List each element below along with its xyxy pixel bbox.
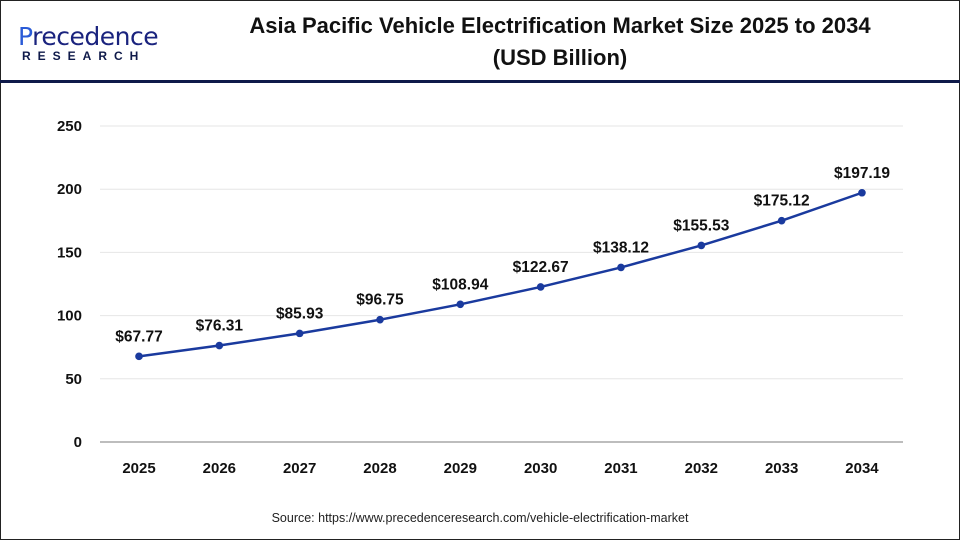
data-point xyxy=(376,315,384,324)
y-tick-label: 0 xyxy=(74,434,82,451)
title-line-1: Asia Pacific Vehicle Electrification Mar… xyxy=(249,13,871,38)
data-label: $155.53 xyxy=(673,217,729,234)
y-tick-label: 200 xyxy=(57,181,82,198)
header-divider xyxy=(0,80,960,83)
x-tick-label: 2027 xyxy=(283,460,316,477)
data-point xyxy=(617,263,625,272)
data-label: $108.94 xyxy=(432,276,488,293)
logo-subtitle: RESEARCH xyxy=(22,49,146,63)
y-tick-label: 50 xyxy=(65,371,82,388)
series-line xyxy=(138,191,863,358)
logo-initial: P xyxy=(18,22,33,51)
data-point xyxy=(777,216,786,225)
data-point xyxy=(697,241,706,250)
x-tick-label: 2029 xyxy=(444,460,477,477)
data-point xyxy=(536,283,545,291)
data-point xyxy=(858,188,866,197)
data-point xyxy=(456,300,465,309)
x-tick-label: 2030 xyxy=(524,460,557,477)
chart-title: Asia Pacific Vehicle Electrification Mar… xyxy=(190,10,930,74)
data-point xyxy=(215,341,224,350)
data-point xyxy=(295,329,304,338)
x-tick-label: 2028 xyxy=(363,460,396,477)
data-label: $85.93 xyxy=(276,305,324,322)
x-tick-label: 2031 xyxy=(604,460,637,477)
source-note: Source: https://www.precedenceresearch.c… xyxy=(271,511,689,525)
data-label: $138.12 xyxy=(593,239,649,256)
precedence-research-logo: Precedence RESEARCH xyxy=(18,22,159,63)
data-label: $76.31 xyxy=(196,318,244,335)
x-tick-label: 2032 xyxy=(685,460,718,477)
x-tick-label: 2033 xyxy=(765,460,798,477)
title-line-2: (USD Billion) xyxy=(492,45,628,70)
x-tick-label: 2025 xyxy=(122,460,155,477)
data-label: $96.75 xyxy=(356,292,404,309)
data-label: $122.67 xyxy=(513,259,569,276)
data-point xyxy=(135,352,143,361)
data-label: $67.77 xyxy=(115,328,162,345)
logo-wordmark: Precedence xyxy=(18,22,159,51)
data-label: $197.19 xyxy=(834,165,890,182)
data-label: $175.12 xyxy=(754,193,810,210)
x-tick-label: 2026 xyxy=(203,460,236,477)
y-tick-label: 250 xyxy=(57,118,82,135)
y-tick-label: 100 xyxy=(57,308,82,325)
y-tick-label: 150 xyxy=(57,244,82,261)
logo-rest: recedence xyxy=(32,22,159,51)
x-tick-label: 2034 xyxy=(845,460,879,477)
